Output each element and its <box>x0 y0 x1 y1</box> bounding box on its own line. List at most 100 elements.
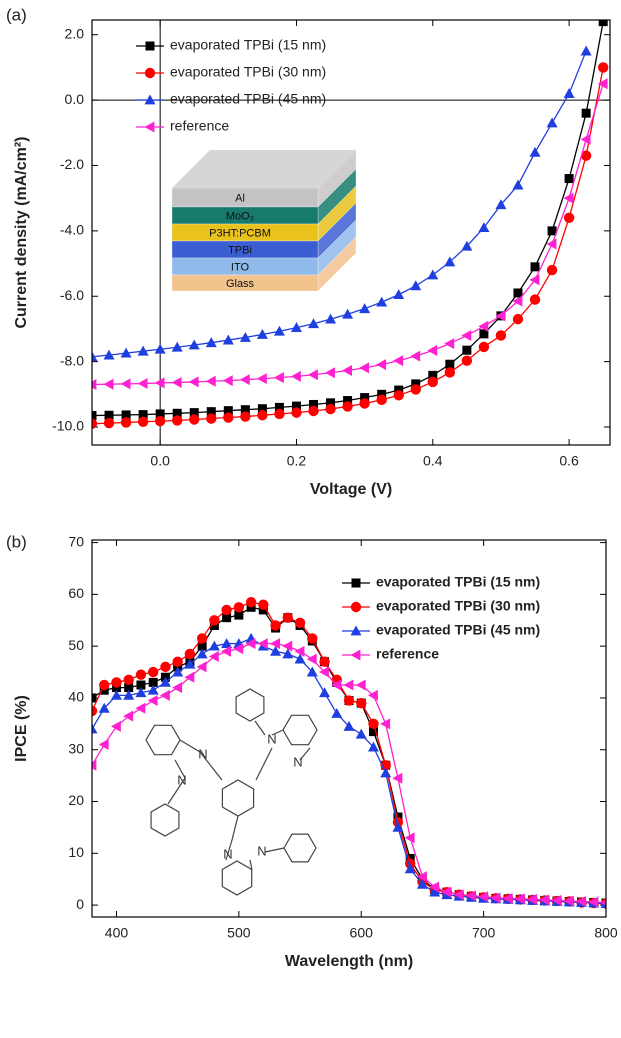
molecule-bond <box>254 720 266 736</box>
marker <box>598 20 608 27</box>
marker <box>282 648 294 659</box>
marker <box>256 329 268 339</box>
legend-label: evaporated TPBi (15 nm) <box>170 37 326 53</box>
marker <box>148 677 158 687</box>
marker <box>479 329 489 339</box>
marker <box>221 604 232 616</box>
marker <box>319 656 330 667</box>
marker <box>444 338 455 350</box>
legend-marker <box>145 41 155 51</box>
marker <box>273 325 285 336</box>
x-tick-label: 0.4 <box>423 453 443 469</box>
marker <box>392 772 403 784</box>
molecule-ring <box>221 779 255 817</box>
marker <box>319 687 331 698</box>
marker <box>92 418 98 429</box>
marker <box>445 359 455 369</box>
marker <box>205 375 216 387</box>
marker <box>411 379 421 389</box>
marker <box>368 718 379 730</box>
marker <box>580 45 592 56</box>
legend-marker <box>350 625 362 636</box>
marker <box>342 308 354 319</box>
inset-label: ITO <box>231 261 250 273</box>
marker <box>270 645 282 656</box>
marker <box>92 351 98 362</box>
marker <box>342 401 353 412</box>
marker <box>597 62 609 73</box>
marker <box>240 405 250 415</box>
marker <box>376 394 387 406</box>
marker <box>580 150 592 161</box>
inset-label: Glass <box>226 278 255 290</box>
marker <box>222 613 232 623</box>
marker <box>547 226 557 236</box>
marker <box>196 633 208 644</box>
marker <box>529 146 541 157</box>
marker <box>223 412 234 423</box>
marker <box>222 334 234 345</box>
marker <box>355 679 366 691</box>
atom-label: N <box>223 846 232 861</box>
legend-label: evaporated TPBi (15 nm) <box>376 574 540 590</box>
marker <box>135 702 146 714</box>
marker <box>245 638 256 650</box>
inset-top <box>172 150 356 188</box>
y-tick-label: 50 <box>68 637 84 653</box>
marker <box>189 408 199 418</box>
inset-layer <box>171 274 319 292</box>
x-axis-label: Voltage (V) <box>310 481 392 498</box>
plot-frame <box>91 19 611 446</box>
marker <box>294 645 305 657</box>
marker <box>563 212 575 223</box>
marker <box>270 620 281 631</box>
molecule-bond <box>179 739 201 753</box>
marker <box>478 320 489 332</box>
y-tick-label: -6.0 <box>60 287 84 303</box>
marker <box>410 384 421 395</box>
marker <box>495 330 507 341</box>
marker <box>256 373 267 385</box>
panel-label: (b) <box>6 532 27 551</box>
marker <box>495 310 506 322</box>
marker <box>461 329 472 341</box>
marker <box>392 821 404 832</box>
marker <box>478 891 489 903</box>
marker <box>359 362 370 374</box>
marker <box>171 341 183 352</box>
marker <box>196 661 207 673</box>
y-tick-label: -10.0 <box>52 418 84 434</box>
marker <box>154 377 165 389</box>
marker <box>274 408 285 420</box>
marker <box>564 174 574 184</box>
marker <box>410 280 422 291</box>
marker <box>111 677 122 688</box>
marker <box>239 331 251 342</box>
molecule-ring <box>283 833 317 863</box>
marker <box>462 345 472 355</box>
marker <box>282 612 294 623</box>
marker <box>223 406 233 416</box>
legend-label: evaporated TPBi (30 nm) <box>170 64 326 80</box>
x-tick-label: 0.0 <box>150 453 170 469</box>
marker <box>172 666 184 677</box>
marker <box>359 303 371 314</box>
plot-frame <box>91 539 607 918</box>
marker <box>206 407 216 417</box>
marker <box>427 269 439 280</box>
marker <box>208 651 219 663</box>
marker <box>92 723 98 734</box>
marker <box>291 407 302 418</box>
marker <box>307 633 318 644</box>
marker <box>240 411 251 422</box>
molecule-bond <box>255 747 273 781</box>
marker <box>154 415 166 427</box>
marker <box>444 256 456 267</box>
marker <box>160 661 171 673</box>
marker <box>110 720 121 732</box>
marker <box>529 294 541 305</box>
legend-marker <box>350 649 361 661</box>
marker <box>394 385 404 395</box>
marker <box>138 410 148 420</box>
